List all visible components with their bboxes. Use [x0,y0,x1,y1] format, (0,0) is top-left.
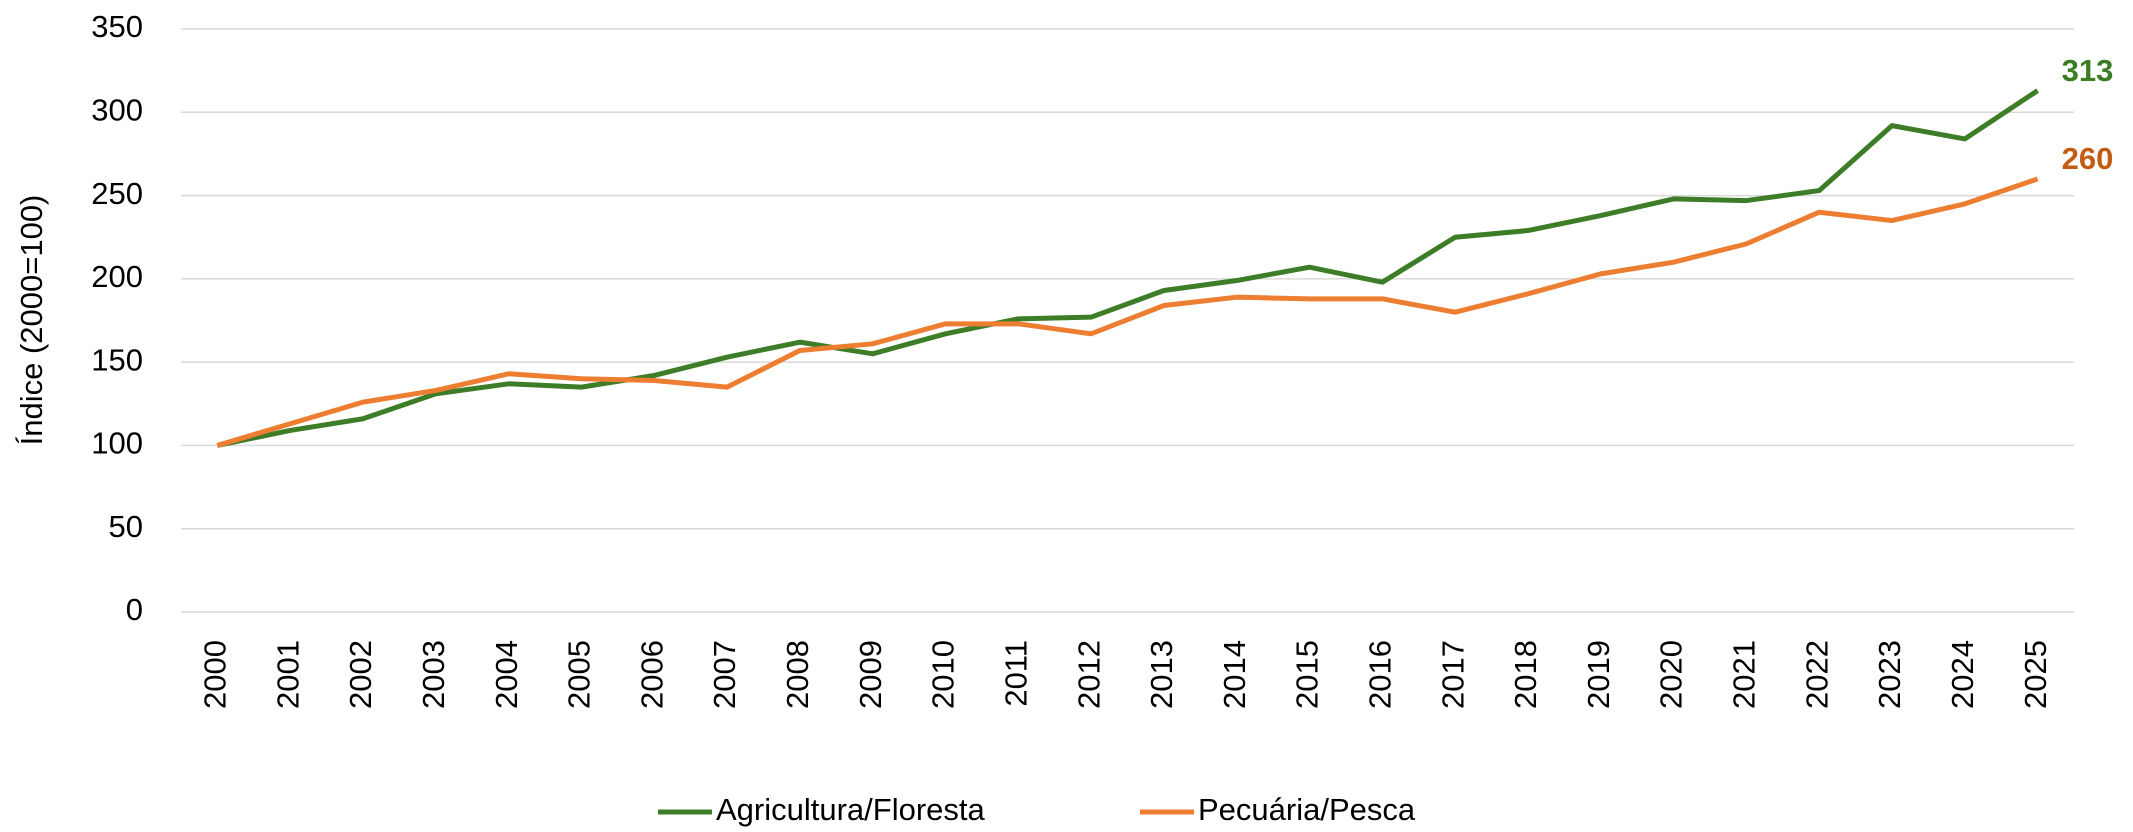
x-tick-label: 2011 [998,640,1033,707]
y-tick-label: 0 [126,592,143,627]
x-tick-label: 2002 [343,640,378,709]
x-tick-label: 2001 [270,640,305,709]
end-label: 313 [2062,53,2114,88]
legend-label: Pecuária/Pesca [1198,792,1416,827]
legend-label: Agricultura/Floresta [716,792,986,827]
x-tick-label: 2017 [1435,640,1470,709]
x-tick-label: 2004 [489,640,524,709]
series-line [216,176,2039,448]
x-tick-label: 2024 [1945,640,1980,709]
y-tick-label: 250 [91,176,143,211]
x-tick-label: 2018 [1508,640,1543,709]
x-tick-label: 2013 [1144,640,1179,709]
x-tick-label: 2003 [416,640,451,709]
x-tick-label: 2019 [1581,640,1616,709]
x-tick-label: 2005 [562,640,597,709]
y-tick-label: 200 [91,259,143,294]
end-label: 260 [2062,141,2114,176]
y-tick-label: 150 [91,342,143,377]
x-tick-label: 2016 [1363,640,1398,709]
x-tick-label: 2020 [1654,640,1689,709]
x-tick-label: 2021 [1727,640,1762,709]
x-tick-label: 2015 [1290,640,1325,709]
x-tick-label: 2000 [198,640,233,709]
y-tick-label: 300 [91,92,143,127]
y-tick-label: 350 [91,9,143,44]
x-tick-label: 2009 [853,640,888,709]
x-tick-label: 2023 [1872,640,1907,709]
x-tick-label: 2010 [926,640,961,709]
y-axis-title: Índice (2000=100) [14,195,49,446]
x-tick-label: 2012 [1071,640,1106,709]
x-tick-label: 2006 [634,640,669,709]
x-tick-label: 2007 [707,640,742,709]
x-tick-label: 2008 [780,640,815,709]
x-tick-label: 2022 [1799,640,1834,709]
y-tick-label: 50 [109,509,143,544]
x-tick-label: 2025 [2018,640,2053,709]
y-tick-label: 100 [91,426,143,461]
series-line [216,88,2039,448]
x-tick-label: 2014 [1217,640,1252,709]
